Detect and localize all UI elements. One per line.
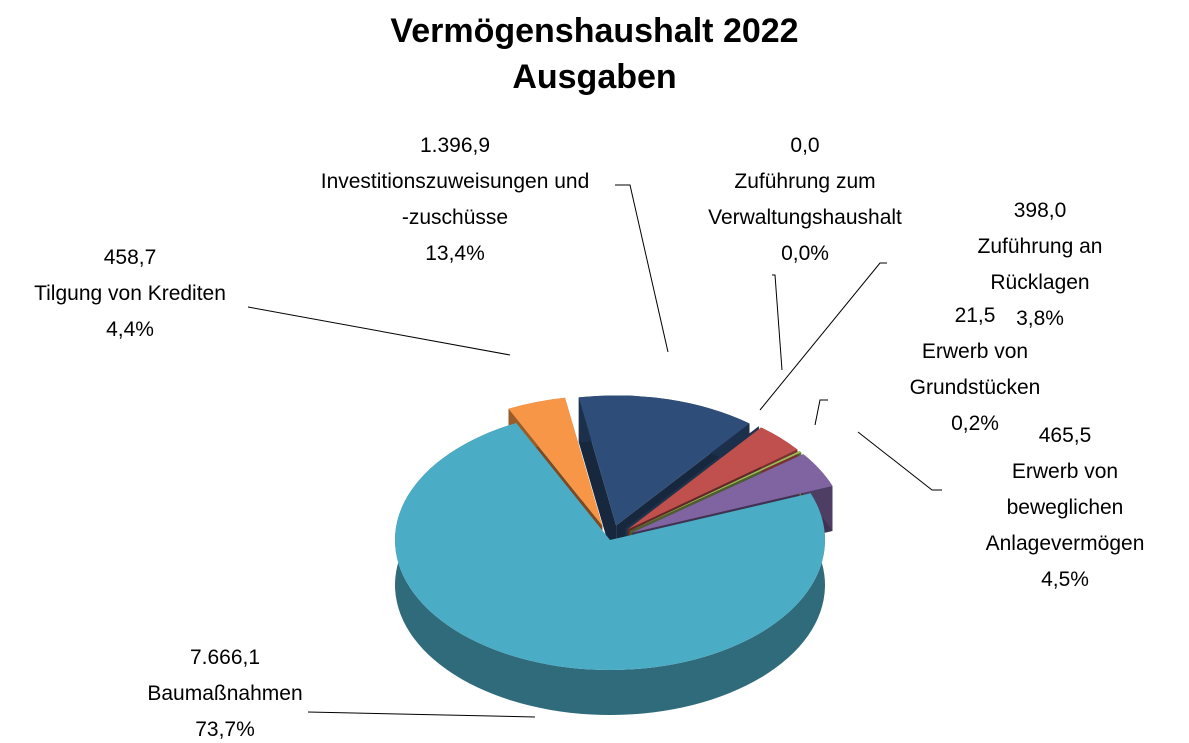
data-label: 7.666,1 Baumaßnahmen 73,7% bbox=[147, 640, 302, 743]
slice bbox=[627, 427, 798, 530]
slice bbox=[578, 395, 750, 526]
data-label: 398,0 Zuführung an Rücklagen 3,8% bbox=[966, 193, 1115, 337]
percentage-label: 13,4% bbox=[425, 242, 485, 265]
leader-line bbox=[615, 184, 669, 353]
leader-line bbox=[772, 274, 783, 371]
value-label: 21,5 bbox=[954, 304, 996, 327]
category-label: Zuführung an Rücklagen bbox=[977, 235, 1103, 294]
slice bbox=[508, 397, 603, 526]
category-label: Investitionszuweisungen und -zuschüsse bbox=[320, 170, 590, 229]
slice bbox=[629, 450, 802, 531]
value-label: 7.666,1 bbox=[189, 646, 261, 669]
leader-line bbox=[759, 262, 887, 411]
slices bbox=[394, 395, 833, 715]
category-label: Tilgung von Krediten bbox=[34, 282, 226, 305]
value-label: 465,5 bbox=[1038, 424, 1092, 447]
chart-title: Vermögenshaushalt 2022 bbox=[390, 12, 799, 50]
leader-line bbox=[857, 431, 942, 491]
percentage-label: 0,2% bbox=[951, 412, 999, 435]
data-label: 1.396,9 Investitionszuweisungen und -zusc… bbox=[321, 128, 590, 272]
value-label: 1.396,9 bbox=[419, 134, 491, 157]
leader-line bbox=[307, 711, 536, 718]
data-label: 458,7 Tilgung von Krediten 4,4% bbox=[34, 240, 226, 348]
leader-lines bbox=[247, 184, 942, 718]
slice bbox=[631, 454, 833, 533]
percentage-label: 0,0% bbox=[781, 242, 829, 265]
data-label: 0,0 Zuführung zum Verwaltungshaushalt 0,0% bbox=[708, 128, 902, 272]
value-label: 398,0 bbox=[1013, 199, 1067, 222]
slice bbox=[394, 423, 825, 671]
value-label: 0,0 bbox=[790, 134, 820, 157]
category-label: Erwerb von beweglichen Anlagevermögen bbox=[985, 460, 1145, 555]
percentage-label: 4,5% bbox=[1041, 568, 1089, 591]
leader-line bbox=[247, 306, 511, 356]
percentage-label: 4,4% bbox=[106, 318, 154, 341]
category-label: Zuführung zum Verwaltungshaushalt bbox=[708, 170, 902, 229]
data-label: 465,5 Erwerb von beweglichen Anlagevermög… bbox=[986, 418, 1145, 598]
chart-subtitle: Ausgaben bbox=[512, 58, 677, 96]
data-label: 21,5 Erwerb von Grundstücken 0,2% bbox=[910, 298, 1041, 442]
value-label: 458,7 bbox=[103, 246, 157, 269]
category-label: Baumaßnahmen bbox=[147, 682, 303, 705]
percentage-label: 73,7% bbox=[195, 718, 255, 741]
leader-line bbox=[814, 399, 828, 426]
category-label: Erwerb von Grundstücken bbox=[909, 340, 1041, 399]
percentage-label: 3,8% bbox=[1016, 307, 1064, 330]
